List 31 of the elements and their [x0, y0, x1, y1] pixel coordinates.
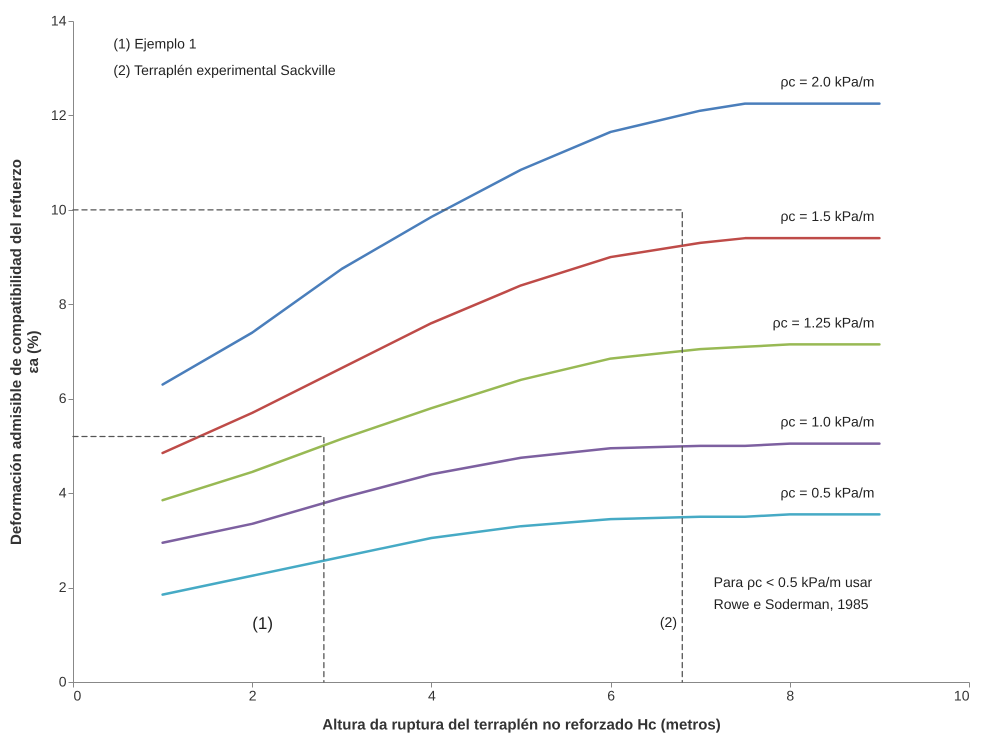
x-tick-label: 10 — [954, 688, 970, 704]
y-tick-label: 14 — [50, 12, 67, 28]
annotation: (2) Terraplén experimental Sackville — [113, 62, 336, 78]
y-tick-label: 0 — [58, 674, 67, 690]
y-tick-label: 8 — [58, 296, 67, 312]
x-axis-title: Altura da ruptura del terraplén no reforzado Hc (metros) — [322, 716, 721, 734]
series-label: ρc = 1.5 kPa/m — [780, 208, 874, 224]
x-tick-label: 8 — [786, 688, 794, 704]
y-tick-label: 10 — [50, 201, 67, 218]
y-tick-label: 2 — [58, 579, 67, 596]
line-series — [161, 343, 881, 502]
line-series — [161, 102, 881, 386]
annotation: (2) — [660, 614, 678, 630]
y-axis-title: Deformación admisible de compatibilidad del refuerzo εa (%) — [8, 159, 42, 545]
series-label: ρc = 1.0 kPa/m — [780, 414, 874, 430]
annotation: (1) — [252, 614, 273, 633]
y-tick-label: 12 — [50, 106, 67, 123]
x-tick-label: 4 — [428, 688, 436, 704]
series-label: ρc = 0.5 kPa/m — [780, 484, 874, 500]
annotation: (1) Ejemplo 1 — [113, 36, 197, 52]
series-label: ρc = 2.0 kPa/m — [780, 74, 874, 90]
line-series — [161, 442, 881, 544]
y-tick-label: 4 — [58, 484, 67, 501]
line-series — [161, 236, 881, 454]
x-tick-label: 6 — [607, 688, 616, 704]
annotation: Para ρc < 0.5 kPa/m usar Rowe e Soderman, 1985 — [714, 574, 873, 612]
x-tick-label: 0 — [74, 688, 82, 704]
line-series — [161, 513, 881, 596]
y-tick-label: 6 — [58, 390, 67, 406]
x-tick-label: 2 — [248, 688, 257, 704]
series-label: ρc = 1.25 kPa/m — [772, 314, 874, 330]
